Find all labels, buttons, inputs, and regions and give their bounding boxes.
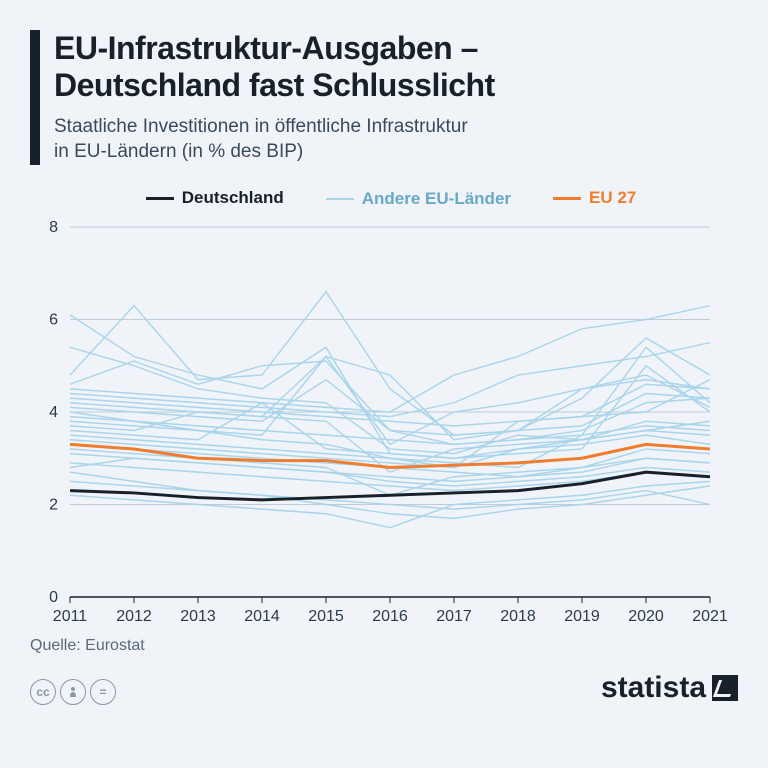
svg-text:2: 2 — [49, 497, 58, 514]
footer: cc = statista — [30, 671, 738, 705]
source-label: Quelle: Eurostat — [30, 637, 738, 655]
cc-icon: cc — [30, 679, 56, 705]
cc-license-icons: cc = — [30, 679, 116, 705]
legend-item: Deutschland — [132, 188, 284, 208]
svg-text:2020: 2020 — [628, 608, 664, 625]
svg-text:2014: 2014 — [244, 608, 280, 625]
svg-text:0: 0 — [49, 589, 58, 606]
legend-item: EU 27 — [539, 188, 636, 208]
svg-text:2013: 2013 — [180, 608, 216, 625]
svg-text:2016: 2016 — [372, 608, 408, 625]
svg-text:2015: 2015 — [308, 608, 344, 625]
svg-text:8: 8 — [49, 219, 58, 236]
title-block: EU-Infrastruktur-Ausgaben – Deutschland … — [30, 30, 738, 165]
statista-logo-mark — [712, 675, 738, 701]
chart-title: EU-Infrastruktur-Ausgaben – Deutschland … — [54, 30, 495, 104]
legend-item: Andere EU-Länder — [312, 189, 511, 209]
statista-logo: statista — [601, 671, 738, 705]
chart-subtitle: Staatliche Investitionen in öffentliche … — [54, 114, 495, 165]
svg-text:2019: 2019 — [564, 608, 600, 625]
svg-text:2012: 2012 — [116, 608, 152, 625]
svg-text:2018: 2018 — [500, 608, 536, 625]
svg-text:2017: 2017 — [436, 608, 472, 625]
svg-text:4: 4 — [49, 404, 58, 421]
cc-nd-icon: = — [90, 679, 116, 705]
line-chart: 0 2 4 6 8 2011 2012 2013 2014 2015 2016 2017 2018 201… — [30, 217, 730, 637]
svg-text:2021: 2021 — [692, 608, 728, 625]
svg-text:6: 6 — [49, 312, 58, 329]
legend: Deutschland Andere EU-Länder EU 27 — [30, 185, 738, 209]
cc-by-icon — [60, 679, 86, 705]
title-accent-bar — [30, 30, 40, 165]
svg-text:2011: 2011 — [53, 608, 88, 625]
